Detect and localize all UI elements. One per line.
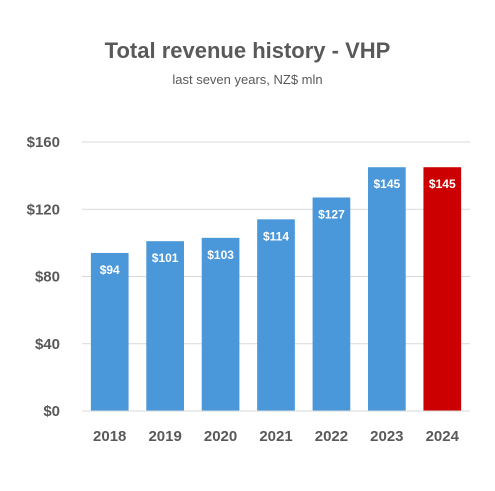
bar <box>368 167 406 411</box>
data-label: $127 <box>318 207 345 221</box>
y-tick-label: $80 <box>35 269 60 286</box>
y-tick-label: $120 <box>27 201 60 218</box>
bars <box>90 167 462 411</box>
data-labels: $94 $101 $103 $114 $127 $145 $145 <box>100 177 456 277</box>
bar <box>201 237 240 411</box>
data-label: $101 <box>152 251 179 265</box>
x-tick-label: 2020 <box>204 428 237 445</box>
data-label: $103 <box>207 248 234 262</box>
axes: $0 $40 $80 $120 $160 2018 2019 2020 2021 2022 2023… <box>27 134 470 445</box>
bar <box>312 197 351 411</box>
x-tick-label: 2024 <box>426 428 460 445</box>
bar <box>257 219 295 411</box>
bar <box>90 252 129 411</box>
x-tick-label: 2023 <box>370 428 403 445</box>
data-label: $145 <box>429 177 456 191</box>
x-tick-label: 2022 <box>315 428 348 445</box>
y-tick-label: $160 <box>27 134 60 151</box>
y-tick-label: $0 <box>43 403 60 420</box>
data-label: $94 <box>100 263 120 277</box>
bar <box>146 241 184 411</box>
x-tick-label: 2018 <box>93 428 126 445</box>
x-tick-label: 2019 <box>148 428 181 445</box>
y-tick-label: $40 <box>35 336 60 353</box>
chart-title: Total revenue history - VHP <box>104 38 391 63</box>
data-label: $114 <box>263 229 289 243</box>
chart-subtitle: last seven years, NZ$ mln <box>172 72 323 87</box>
bar <box>423 167 462 411</box>
data-label: $145 <box>374 177 401 191</box>
x-tick-label: 2021 <box>259 428 292 445</box>
